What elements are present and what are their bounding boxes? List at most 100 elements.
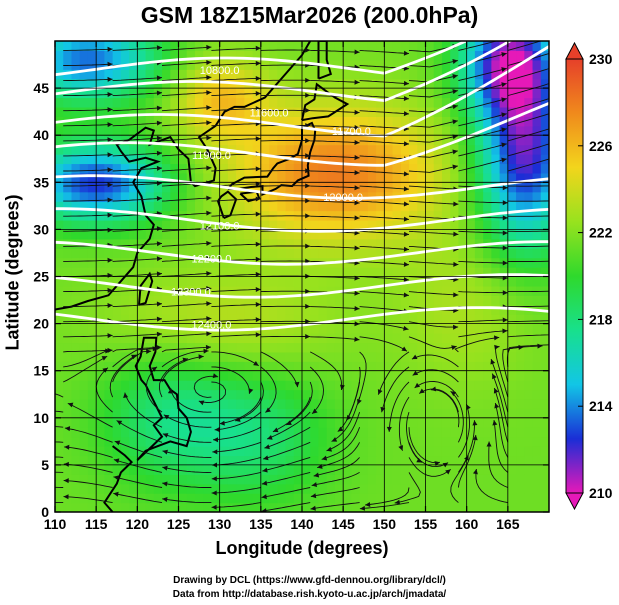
shade-cell: [359, 455, 369, 466]
shade-cell: [524, 370, 534, 381]
streamline-arrow: [107, 122, 113, 128]
shade-cell: [129, 163, 138, 174]
shade-cell: [474, 267, 484, 278]
shade-cell: [236, 295, 245, 306]
shade-cell: [367, 106, 377, 117]
shade-cell: [79, 144, 89, 155]
shade-cell: [433, 417, 443, 428]
shade-cell: [87, 219, 97, 230]
shade-cell: [178, 427, 188, 438]
shade-cell: [458, 50, 468, 61]
shade-cell: [170, 163, 180, 174]
shade-cell: [409, 172, 418, 183]
shade-cell: [194, 69, 204, 80]
shade-cell: [343, 446, 352, 457]
streamline: [309, 351, 343, 391]
shade-cell: [417, 144, 427, 155]
streamline-arrow: [359, 505, 366, 511]
shade-cell: [417, 97, 427, 108]
streamline: [161, 46, 212, 51]
shade-cell: [499, 219, 509, 230]
shade-cell: [153, 408, 163, 419]
shade-cell: [351, 474, 361, 485]
shade-cell: [516, 248, 525, 259]
shade-cell: [137, 408, 147, 419]
shade-cell: [194, 276, 204, 287]
shade-cell: [302, 125, 311, 136]
shade-cell: [203, 201, 213, 212]
shade-cell: [178, 182, 188, 193]
shade-cell: [425, 78, 435, 89]
shade-cell: [96, 351, 105, 362]
streamline-arrow: [310, 493, 317, 499]
shade-cell: [120, 295, 130, 306]
streamline-arrow: [107, 167, 113, 173]
streamline-arrow: [255, 317, 261, 323]
shade-cell: [425, 172, 435, 183]
shade-cell: [367, 182, 377, 193]
shade-cell: [178, 304, 188, 315]
streamline: [310, 170, 360, 174]
shade-cell: [359, 163, 369, 174]
shade-cell: [359, 295, 369, 306]
streamline: [507, 158, 549, 172]
shade-cell: [524, 351, 534, 362]
shade-cell: [334, 219, 344, 230]
shade-cell: [516, 474, 525, 485]
shade-cell: [186, 380, 196, 391]
streamline: [63, 199, 113, 202]
streamline: [161, 76, 212, 82]
shade-cell: [483, 201, 492, 212]
shade-cell: [71, 276, 81, 287]
shade-cell: [351, 398, 361, 409]
streamline: [116, 420, 163, 443]
shade-cell: [104, 370, 114, 381]
shade-cell: [129, 125, 138, 136]
shade-cell: [63, 417, 73, 428]
shade-cell: [433, 248, 443, 259]
shade-cell: [293, 446, 303, 457]
streamline-arrow: [453, 231, 459, 237]
shade-cell: [507, 88, 517, 99]
shade-cell: [433, 238, 443, 249]
streamline: [63, 214, 113, 217]
shade-cell: [129, 314, 138, 325]
shade-cell: [244, 285, 254, 296]
shade-cell: [71, 304, 81, 315]
streamline-arrow: [501, 157, 507, 163]
shade-cell: [203, 436, 213, 447]
shade-cell: [441, 323, 451, 334]
shade-cell: [334, 493, 344, 504]
shade-cell: [269, 154, 278, 165]
shade-cell: [433, 314, 443, 325]
shade-cell: [441, 238, 451, 249]
shade-cell: [203, 474, 213, 485]
shade-cell: [178, 106, 188, 117]
shade-cell: [417, 201, 427, 212]
shade-cell: [532, 276, 542, 287]
shade-cell: [79, 323, 89, 334]
shade-cell: [153, 389, 163, 400]
shade-cell: [351, 201, 361, 212]
shade-cell: [318, 483, 328, 494]
shade-cell: [450, 50, 460, 61]
shade-cell: [441, 295, 451, 306]
shade-cell: [524, 417, 534, 428]
shade-cell: [359, 380, 369, 391]
shade-cell: [458, 125, 468, 136]
shade-cell: [186, 342, 196, 353]
shade-cell: [129, 342, 138, 353]
streamline: [408, 165, 458, 173]
shade-cell: [79, 201, 89, 212]
shade-cell: [524, 125, 534, 136]
shade-cell: [277, 182, 287, 193]
shade-cell: [466, 380, 476, 391]
shade-cell: [458, 502, 468, 512]
shade-cell: [524, 248, 534, 259]
shade-cell: [351, 248, 361, 259]
shade-cell: [153, 69, 163, 80]
shade-cell: [285, 436, 295, 447]
shade-cell: [400, 474, 410, 485]
shade-cell: [203, 351, 213, 362]
shade-cell: [186, 446, 196, 457]
